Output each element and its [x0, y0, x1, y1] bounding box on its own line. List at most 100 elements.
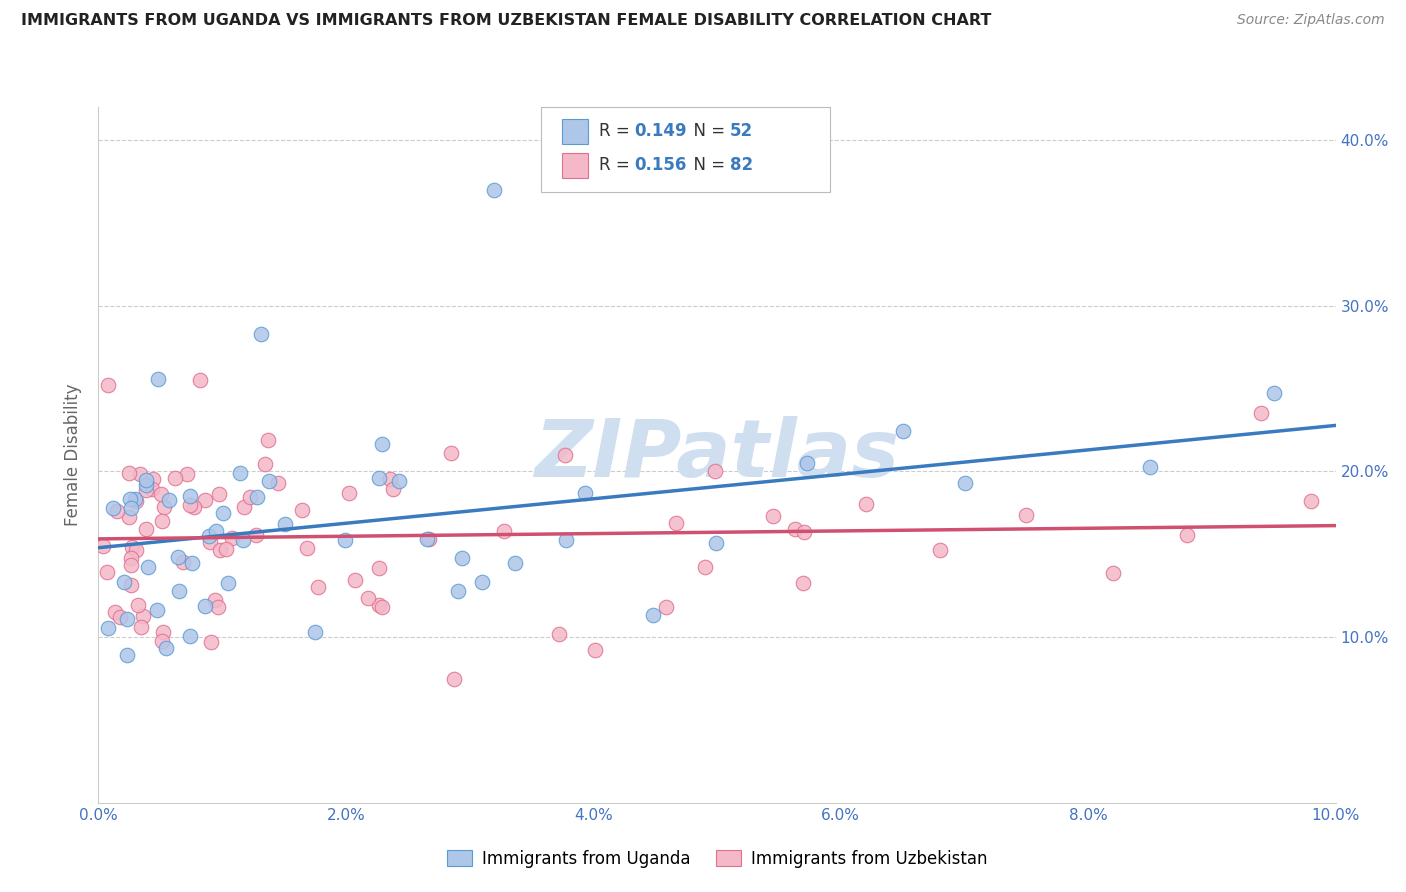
Point — [1015, 508, 1038, 523]
Point — [891, 424, 914, 438]
Point — [703, 464, 725, 478]
Point — [135, 483, 157, 497]
Point — [172, 555, 194, 569]
Point — [121, 540, 143, 554]
Point — [548, 626, 571, 640]
Point — [388, 474, 411, 488]
Point — [785, 522, 807, 536]
Point — [503, 557, 526, 571]
Point — [179, 489, 201, 503]
Point — [114, 574, 136, 589]
Point — [953, 476, 976, 491]
Point — [104, 605, 127, 619]
Point — [215, 542, 238, 557]
Point — [447, 584, 470, 599]
Point — [153, 500, 176, 514]
Text: N =: N = — [683, 122, 731, 140]
Point — [108, 610, 131, 624]
Point — [796, 456, 818, 470]
Point — [205, 524, 228, 538]
Point — [120, 558, 142, 572]
Point — [180, 556, 202, 570]
Point — [484, 183, 506, 197]
Point — [135, 522, 157, 536]
Point — [337, 485, 360, 500]
Point — [257, 474, 280, 488]
Point — [250, 327, 273, 342]
Point — [209, 543, 232, 558]
Point — [304, 625, 326, 640]
Point — [693, 560, 716, 574]
Point — [97, 378, 120, 392]
Point — [1299, 493, 1322, 508]
Point — [194, 493, 217, 508]
Point — [928, 543, 950, 558]
Point — [179, 629, 201, 643]
Text: IMMIGRANTS FROM UGANDA VS IMMIGRANTS FROM UZBEKISTAN FEMALE DISABILITY CORRELATI: IMMIGRANTS FROM UGANDA VS IMMIGRANTS FRO… — [21, 13, 991, 29]
Point — [120, 500, 142, 515]
Point — [1139, 460, 1161, 475]
Text: 52: 52 — [730, 122, 752, 140]
Point — [357, 591, 380, 605]
Point — [146, 372, 169, 386]
Point — [233, 500, 256, 514]
Point — [129, 467, 152, 482]
Point — [274, 516, 297, 531]
Point — [204, 593, 226, 607]
Point — [131, 609, 153, 624]
Point — [371, 437, 394, 451]
Point — [118, 466, 141, 480]
Point — [221, 531, 243, 545]
Point — [179, 498, 201, 512]
Point — [574, 486, 596, 500]
Text: 82: 82 — [730, 156, 752, 174]
Point — [451, 551, 474, 566]
Point — [443, 672, 465, 686]
Point — [145, 603, 167, 617]
Point — [239, 490, 262, 504]
Point — [471, 574, 494, 589]
Point — [232, 533, 254, 547]
Text: ZIPatlas: ZIPatlas — [534, 416, 900, 494]
Point — [704, 536, 727, 550]
Point — [665, 516, 688, 531]
Point — [440, 446, 463, 460]
Point — [762, 508, 785, 523]
Point — [101, 500, 124, 515]
Point — [149, 486, 172, 500]
Point — [197, 529, 219, 543]
Point — [585, 643, 607, 657]
Point — [257, 433, 280, 447]
Point — [207, 600, 229, 615]
Point — [129, 620, 152, 634]
Point — [188, 373, 211, 387]
Point — [368, 598, 391, 612]
Point — [165, 471, 187, 485]
Point — [554, 448, 576, 462]
Point — [245, 528, 267, 542]
Point — [554, 533, 576, 547]
Point — [124, 492, 146, 507]
Point — [136, 560, 159, 574]
Point — [120, 578, 142, 592]
Point — [267, 476, 290, 491]
Point — [124, 543, 146, 558]
Text: N =: N = — [683, 156, 731, 174]
Point — [194, 599, 217, 613]
Text: 0.156: 0.156 — [634, 156, 686, 174]
Point — [254, 457, 277, 471]
Point — [494, 524, 516, 538]
Y-axis label: Female Disability: Female Disability — [65, 384, 83, 526]
Text: 0.149: 0.149 — [634, 122, 686, 140]
Point — [125, 493, 148, 508]
Point — [159, 493, 181, 508]
Point — [217, 575, 239, 590]
Point — [198, 535, 221, 549]
Point — [141, 483, 163, 497]
Point — [200, 634, 222, 648]
Point — [792, 576, 814, 591]
Point — [229, 466, 252, 480]
Point — [378, 472, 401, 486]
Point — [183, 500, 205, 515]
Point — [120, 492, 142, 507]
